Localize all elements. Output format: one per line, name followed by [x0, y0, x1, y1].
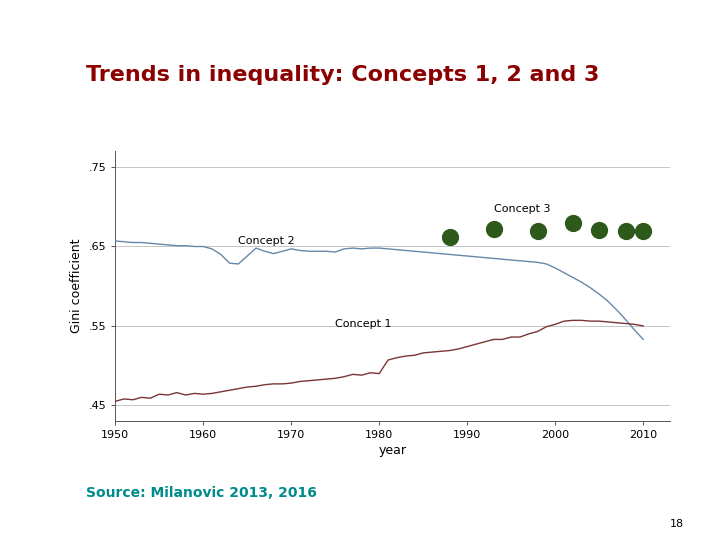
Point [532, 227, 544, 236]
Text: Concept 3: Concept 3 [494, 204, 550, 214]
Text: Concept 2: Concept 2 [238, 235, 295, 246]
Point [444, 233, 455, 241]
Point [488, 225, 500, 233]
Point [620, 226, 631, 235]
Text: Concept 1: Concept 1 [336, 319, 392, 329]
Y-axis label: Gini coefficient: Gini coefficient [70, 239, 83, 333]
Point [593, 226, 605, 234]
X-axis label: year: year [379, 444, 406, 457]
Text: 18: 18 [670, 519, 684, 529]
Point [567, 218, 579, 227]
Text: Source: Milanovic 2013, 2016: Source: Milanovic 2013, 2016 [86, 486, 318, 500]
Text: Trends in inequality: Concepts 1, 2 and 3: Trends in inequality: Concepts 1, 2 and … [86, 65, 600, 85]
Point [637, 226, 649, 235]
